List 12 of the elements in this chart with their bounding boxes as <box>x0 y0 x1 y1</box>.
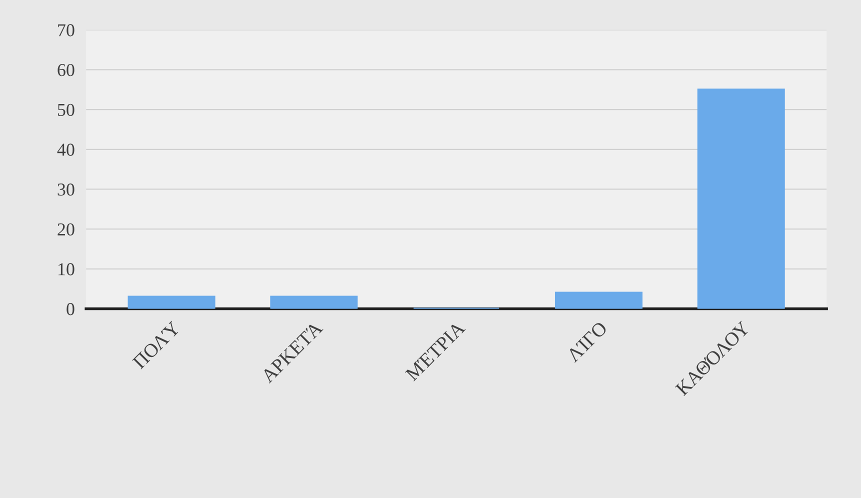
y-tick-label: 60 <box>58 64 74 76</box>
bar <box>270 296 358 309</box>
bar <box>554 292 642 309</box>
y-tick-label: 40 <box>57 144 74 156</box>
bar <box>697 88 785 309</box>
y-tick-label: 20 <box>58 223 74 236</box>
y-tick-label: 50 <box>58 104 74 116</box>
bar <box>128 296 216 309</box>
y-tick-label: 70 <box>58 24 74 36</box>
y-tick-label: 0 <box>66 303 74 316</box>
y-tick-label: 10 <box>58 263 74 276</box>
y-tick-label: 30 <box>58 183 74 196</box>
